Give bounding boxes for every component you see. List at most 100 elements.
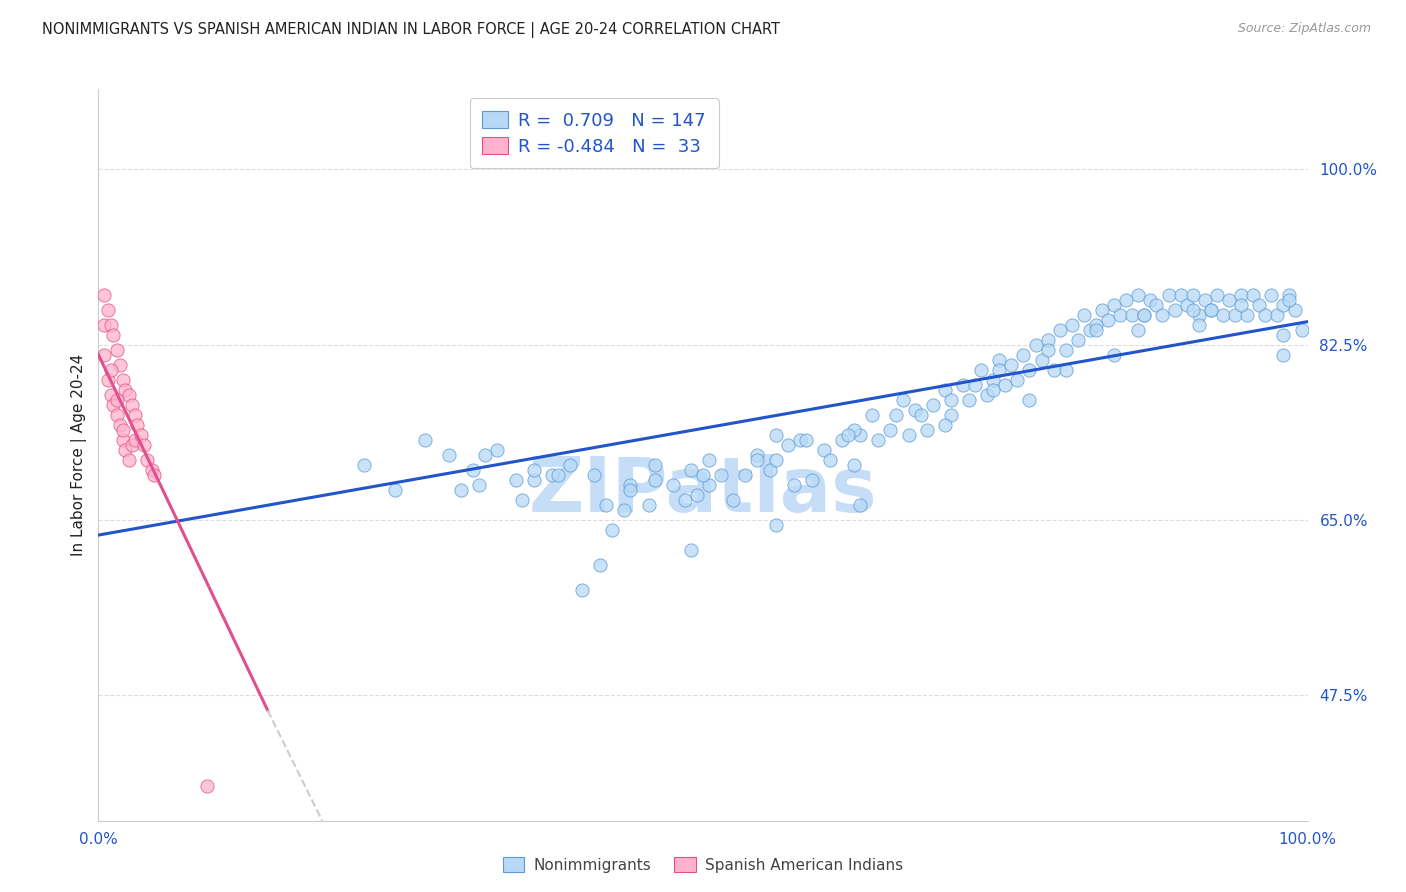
- Point: [1188, 308, 1211, 322]
- Point: [710, 467, 733, 482]
- Point: [463, 463, 485, 477]
- Point: [776, 438, 799, 452]
- Point: [1036, 333, 1059, 347]
- Point: [1212, 308, 1234, 322]
- Text: NONIMMIGRANTS VS SPANISH AMERICAN INDIAN IN LABOR FORCE | AGE 20-24 CORRELATION : NONIMMIGRANTS VS SPANISH AMERICAN INDIAN…: [42, 22, 780, 38]
- Text: ZIPatlas: ZIPatlas: [529, 455, 877, 528]
- Point: [1278, 287, 1301, 301]
- Point: [1018, 363, 1040, 377]
- Point: [1236, 308, 1258, 322]
- Point: [686, 488, 709, 502]
- Point: [1175, 298, 1198, 312]
- Point: [1163, 302, 1185, 317]
- Point: [105, 392, 128, 407]
- Point: [619, 483, 641, 497]
- Point: [100, 388, 122, 402]
- Point: [1067, 333, 1090, 347]
- Point: [100, 318, 122, 332]
- Point: [1152, 308, 1174, 322]
- Point: [813, 442, 835, 457]
- Point: [547, 467, 569, 482]
- Point: [789, 433, 811, 447]
- Point: [523, 473, 546, 487]
- Point: [1284, 302, 1306, 317]
- Point: [818, 453, 841, 467]
- Point: [637, 498, 659, 512]
- Point: [994, 377, 1017, 392]
- Point: [897, 428, 920, 442]
- Point: [952, 377, 974, 392]
- Point: [988, 352, 1011, 367]
- Point: [679, 463, 702, 477]
- Point: [100, 363, 122, 377]
- Point: [1157, 287, 1180, 301]
- Point: [1128, 323, 1150, 337]
- Point: [988, 363, 1011, 377]
- Point: [1073, 308, 1095, 322]
- Point: [118, 388, 141, 402]
- Point: [910, 408, 932, 422]
- Point: [135, 453, 157, 467]
- Point: [1102, 348, 1125, 362]
- Point: [1049, 323, 1071, 337]
- Point: [1278, 293, 1301, 307]
- Point: [589, 558, 612, 573]
- Point: [558, 458, 581, 472]
- Point: [886, 408, 908, 422]
- Point: [468, 478, 491, 492]
- Point: [97, 302, 120, 317]
- Point: [105, 343, 128, 357]
- Point: [1272, 348, 1295, 362]
- Point: [981, 383, 1004, 397]
- Point: [1199, 302, 1222, 317]
- Point: [837, 428, 859, 442]
- Point: [1031, 352, 1053, 367]
- Point: [613, 503, 636, 517]
- Point: [765, 518, 787, 533]
- Point: [800, 473, 823, 487]
- Point: [965, 377, 987, 392]
- Point: [486, 442, 509, 457]
- Point: [111, 373, 134, 387]
- Point: [129, 428, 152, 442]
- Point: [915, 423, 938, 437]
- Point: [697, 478, 720, 492]
- Point: [1230, 298, 1253, 312]
- Point: [121, 438, 143, 452]
- Point: [976, 388, 998, 402]
- Point: [121, 398, 143, 412]
- Point: [1241, 287, 1264, 301]
- Point: [1000, 358, 1022, 372]
- Point: [921, 398, 943, 412]
- Point: [1133, 308, 1156, 322]
- Point: [1054, 363, 1077, 377]
- Point: [758, 463, 780, 477]
- Point: [505, 473, 527, 487]
- Point: [1265, 308, 1288, 322]
- Point: [661, 478, 683, 492]
- Point: [413, 433, 436, 447]
- Point: [450, 483, 472, 497]
- Point: [957, 392, 980, 407]
- Point: [118, 453, 141, 467]
- Point: [101, 398, 124, 412]
- Point: [1024, 337, 1046, 351]
- Point: [134, 438, 156, 452]
- Point: [849, 428, 872, 442]
- Point: [1194, 293, 1216, 307]
- Point: [583, 467, 606, 482]
- Point: [939, 392, 962, 407]
- Point: [1170, 287, 1192, 301]
- Point: [124, 408, 146, 422]
- Point: [1042, 363, 1064, 377]
- Point: [844, 423, 866, 437]
- Point: [108, 358, 131, 372]
- Point: [540, 467, 562, 482]
- Point: [1218, 293, 1240, 307]
- Point: [1121, 308, 1143, 322]
- Point: [1223, 308, 1246, 322]
- Point: [981, 373, 1004, 387]
- Point: [1139, 293, 1161, 307]
- Point: [644, 473, 666, 487]
- Point: [1097, 312, 1119, 326]
